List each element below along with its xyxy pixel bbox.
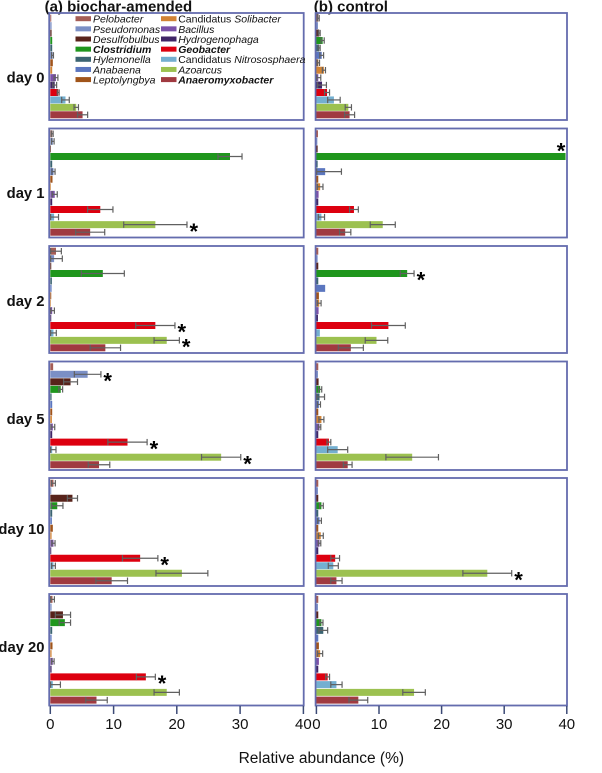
svg-text:Azoarcus: Azoarcus — [177, 64, 223, 76]
svg-text:Candidatus Nitrososphaera: Candidatus Nitrososphaera — [178, 54, 305, 66]
svg-text:Leptolyngbya: Leptolyngbya — [93, 75, 156, 87]
svg-text:Pseudomonas: Pseudomonas — [93, 24, 161, 36]
svg-text:*: * — [243, 451, 252, 476]
svg-text:10: 10 — [371, 716, 388, 733]
svg-text:*: * — [182, 335, 191, 360]
svg-text:Anabaena: Anabaena — [92, 64, 141, 76]
svg-text:Anaeromyxobacter: Anaeromyxobacter — [177, 75, 274, 87]
svg-text:40: 40 — [295, 716, 312, 733]
svg-text:*: * — [160, 553, 169, 578]
svg-text:Bacillus: Bacillus — [178, 24, 215, 36]
svg-text:30: 30 — [496, 716, 513, 733]
svg-text:10: 10 — [105, 716, 122, 733]
svg-text:Pelobacter: Pelobacter — [93, 14, 144, 26]
svg-text:*: * — [158, 671, 167, 696]
svg-text:day 10: day 10 — [0, 522, 45, 538]
svg-text:*: * — [178, 320, 187, 345]
svg-text:30: 30 — [232, 716, 249, 733]
svg-text:Geobacter: Geobacter — [178, 44, 231, 56]
svg-text:40: 40 — [558, 716, 575, 733]
svg-text:*: * — [150, 436, 159, 461]
svg-text:*: * — [103, 369, 112, 394]
svg-text:Hylemonella: Hylemonella — [93, 54, 151, 66]
svg-text:Relative abundance (%): Relative abundance (%) — [239, 750, 404, 767]
svg-text:Desulfobulbus: Desulfobulbus — [93, 34, 160, 46]
svg-text:20: 20 — [168, 716, 185, 733]
svg-text:Candidatus Solibacter: Candidatus Solibacter — [178, 14, 281, 26]
svg-text:day 2: day 2 — [7, 294, 45, 310]
svg-text:*: * — [514, 568, 523, 593]
svg-text:*: * — [557, 139, 566, 164]
svg-text:0: 0 — [312, 716, 320, 733]
svg-text:20: 20 — [433, 716, 450, 733]
svg-text:day 1: day 1 — [7, 186, 45, 202]
svg-text:0: 0 — [46, 716, 54, 733]
svg-text:*: * — [417, 268, 426, 293]
svg-text:*: * — [190, 219, 199, 244]
svg-text:day 0: day 0 — [7, 70, 45, 86]
svg-text:day 20: day 20 — [0, 640, 45, 656]
svg-text:Hydrogenophaga: Hydrogenophaga — [178, 34, 259, 46]
svg-text:Clostridium: Clostridium — [93, 44, 151, 56]
svg-text:(a) biochar-amended: (a) biochar-amended — [45, 0, 193, 15]
svg-text:day 5: day 5 — [7, 412, 45, 428]
svg-text:(b) control: (b) control — [314, 0, 388, 15]
